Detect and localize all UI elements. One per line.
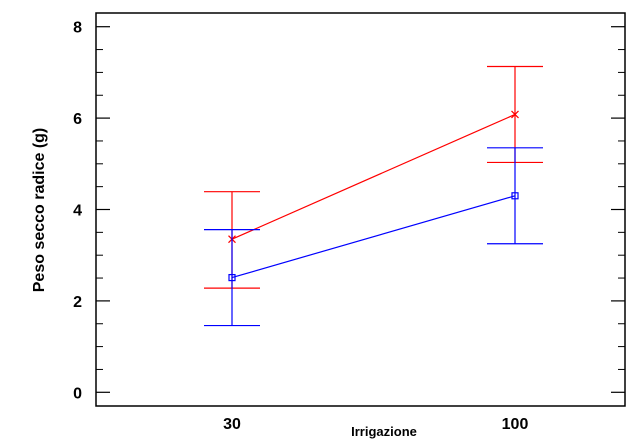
x-axis: 30 100: [223, 416, 528, 433]
y-tick-label: 6: [73, 111, 82, 128]
data-point-square-marker: [228, 273, 236, 282]
y-tick-label: 0: [73, 385, 82, 402]
plot-frame: [95, 12, 626, 407]
series-layer: [204, 65, 543, 327]
y-tick-label: 4: [73, 203, 82, 220]
x-tick-label: 100: [502, 416, 529, 433]
data-point-x-marker: [511, 110, 519, 119]
marker-stroke: [511, 110, 519, 119]
y-axis: 0 2 4 6 8: [73, 20, 625, 402]
data-point-square-marker: [511, 192, 519, 200]
series-line: [231, 113, 516, 240]
x-axis-title: Irrigazione: [351, 424, 417, 439]
series-line: [231, 195, 516, 279]
series-0: [204, 65, 543, 289]
y-tick-label: 2: [73, 294, 82, 311]
series-1: [204, 147, 543, 327]
y-tick-label: 8: [73, 20, 82, 37]
x-tick-label: 30: [223, 416, 241, 433]
y-axis-title: Peso secco radice (g): [31, 128, 48, 293]
